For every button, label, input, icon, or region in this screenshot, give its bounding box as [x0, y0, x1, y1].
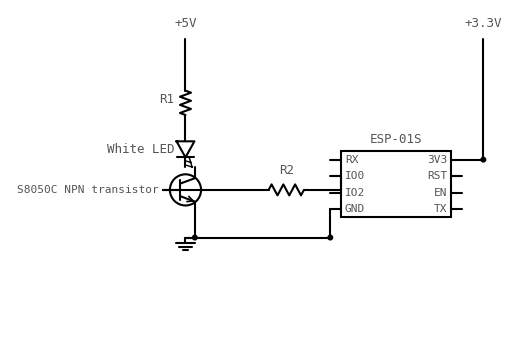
Text: 3V3: 3V3 — [427, 155, 448, 165]
Text: ESP-01S: ESP-01S — [370, 133, 423, 146]
Text: R1: R1 — [160, 93, 175, 105]
Text: +5V: +5V — [174, 17, 197, 30]
Text: GND: GND — [345, 204, 365, 214]
Text: TX: TX — [434, 204, 448, 214]
Text: IO2: IO2 — [345, 188, 365, 198]
Text: RX: RX — [345, 155, 358, 165]
Circle shape — [481, 157, 486, 162]
Text: S8050C NPN transistor: S8050C NPN transistor — [17, 185, 159, 195]
Text: RST: RST — [427, 171, 448, 181]
Text: White LED: White LED — [107, 143, 175, 156]
Bar — [341, 152, 451, 217]
Circle shape — [192, 235, 197, 240]
Text: +3.3V: +3.3V — [464, 17, 502, 30]
Text: IO0: IO0 — [345, 171, 365, 181]
Text: EN: EN — [434, 188, 448, 198]
Text: R2: R2 — [279, 164, 294, 177]
Circle shape — [328, 235, 333, 240]
